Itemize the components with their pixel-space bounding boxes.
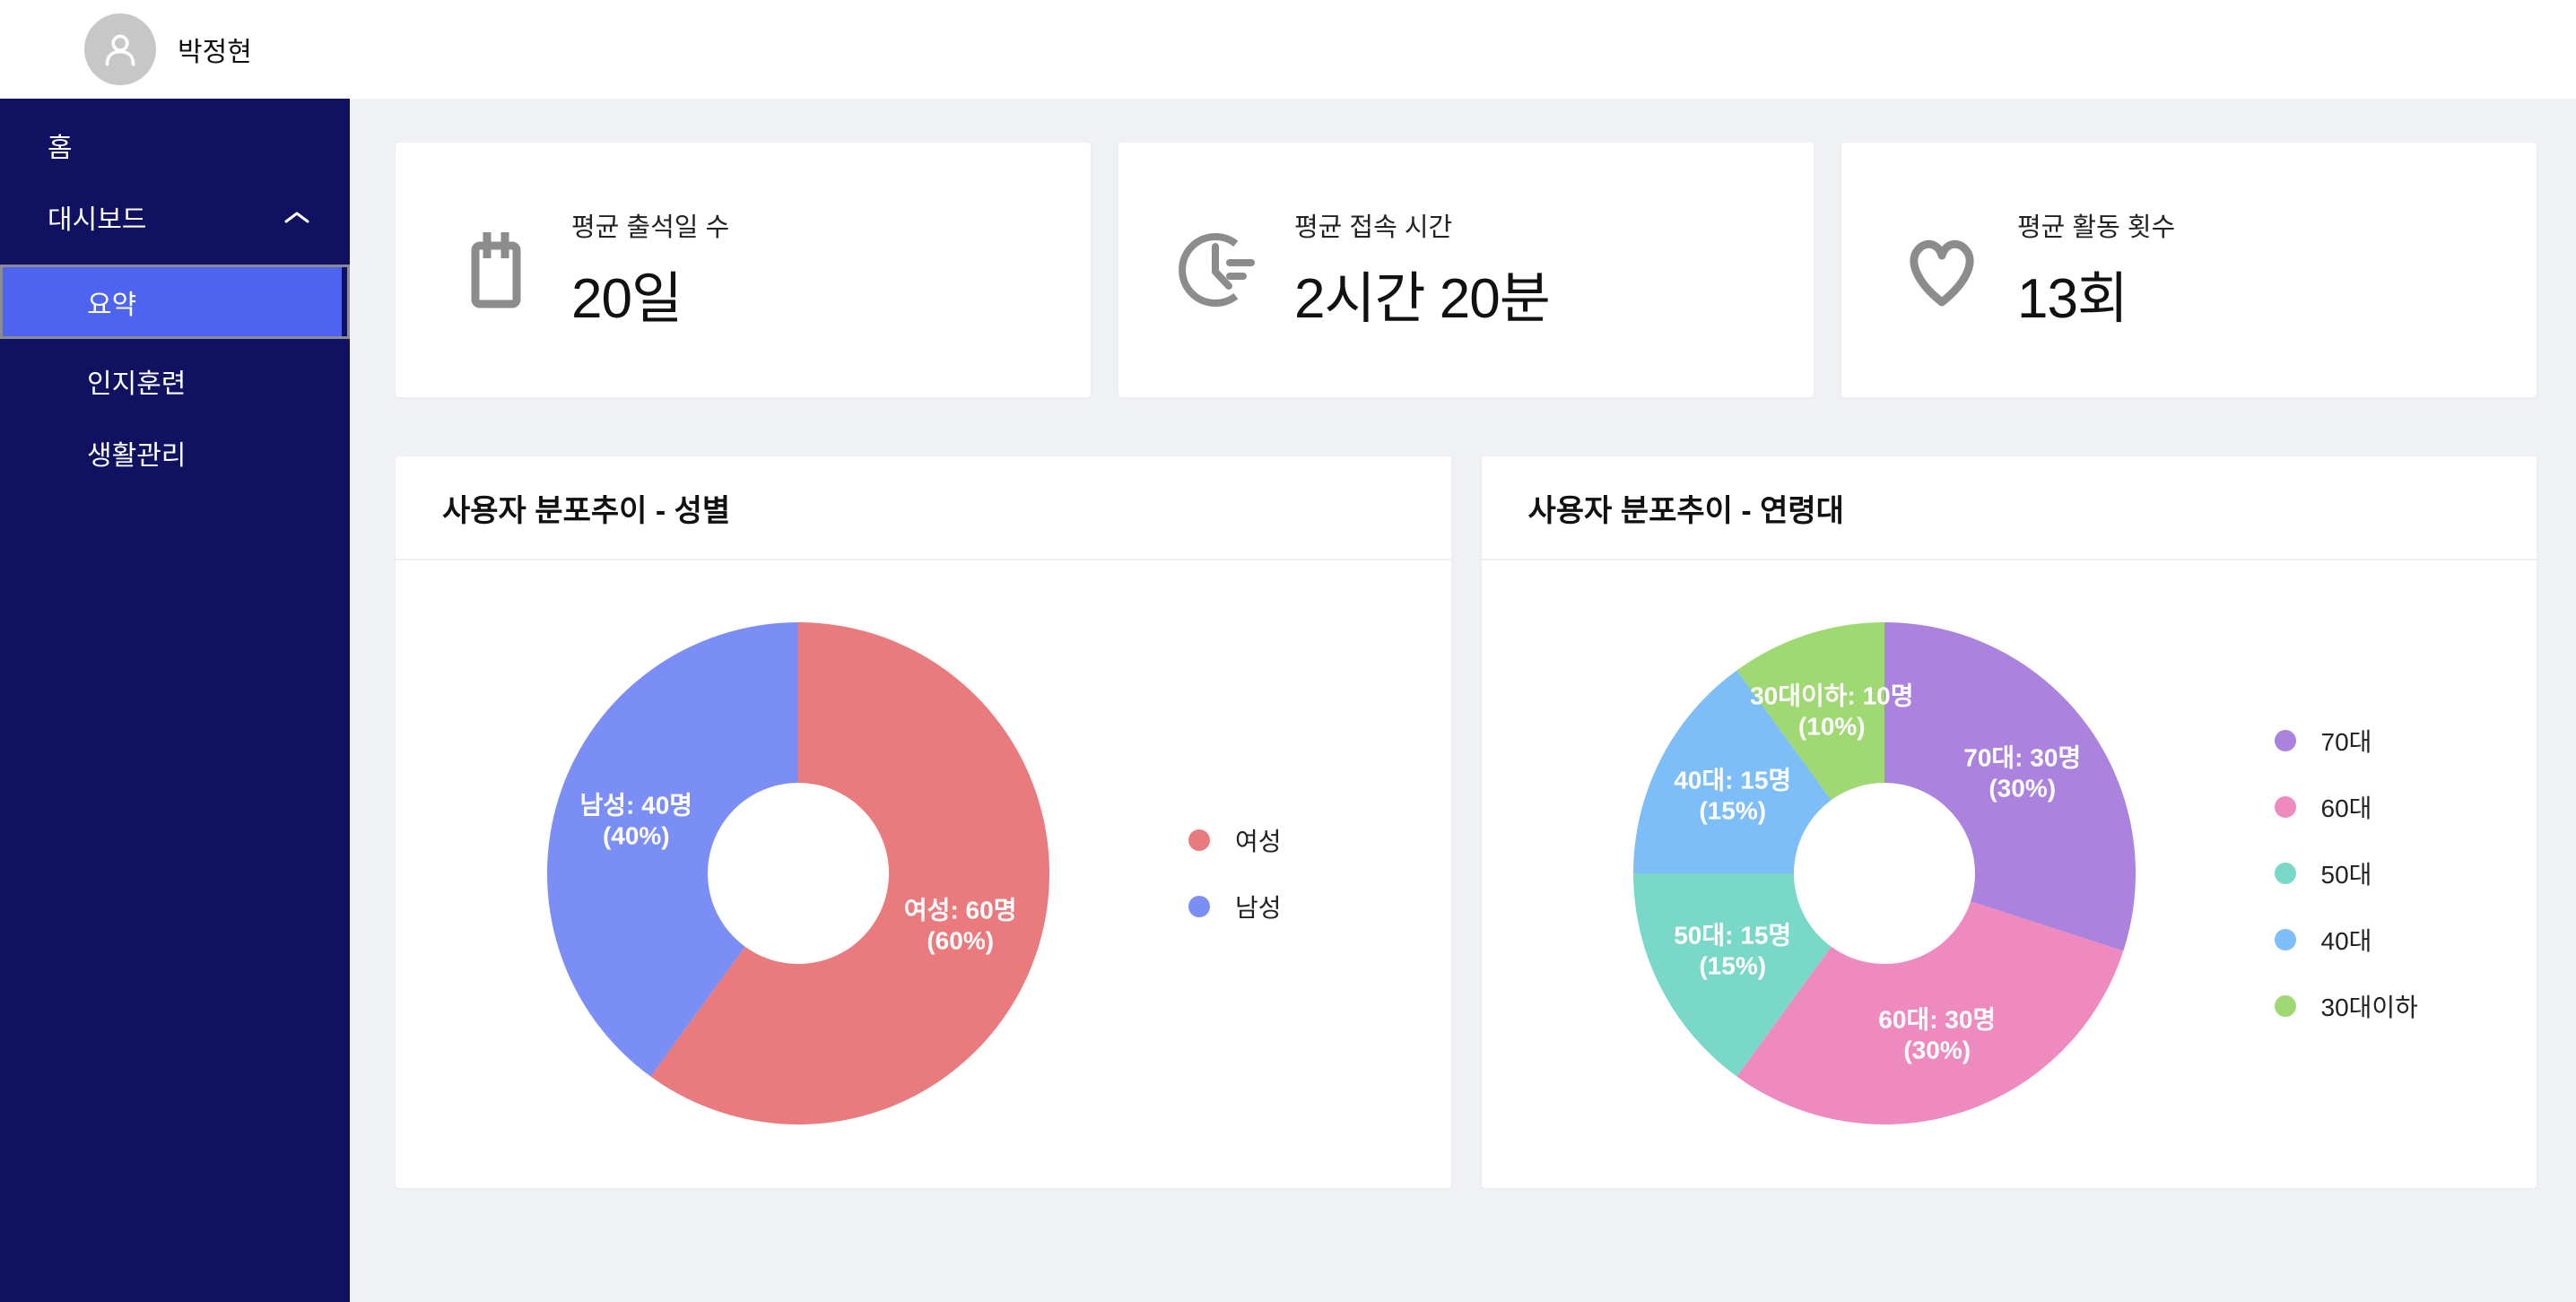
legend-item-30대이하[interactable]: 30대이하 (2274, 988, 2418, 1024)
stat-text: 평균 출석일 수 20일 (571, 206, 729, 334)
pie-slice-남성 (547, 622, 798, 1077)
stat-value: 13회 (2017, 268, 2128, 330)
pie-slice-60대 (1736, 901, 2123, 1124)
stat-card-0: 평균 출석일 수 20일 (396, 143, 1091, 397)
legend-label: 40대 (2320, 927, 2372, 955)
sidebar-item-label: 생활관리 (87, 441, 187, 471)
sidebar-item-dashboard[interactable]: 대시보드 (0, 181, 350, 253)
slice-label-남성: 남성: 40명 (40%) (580, 791, 693, 849)
chart-card-gender: 사용자 분포추이 - 성별 여성: 60명 (60%) 남성: 40명 (40%) 여… (396, 456, 1451, 1188)
stat-card-2: 평균 활동 횟수 13회 (1841, 143, 2537, 397)
legend-label: 여성 (1235, 828, 1282, 855)
sidebar-item-label: 인지훈련 (87, 369, 187, 399)
donut-chart-age: 70대: 30명 (30%) 60대: 30명 (30%) 50대: 15명 (15%) 4… (1632, 622, 2136, 1124)
top-header: 박정현 (0, 0, 2576, 99)
chart-title-age: 사용자 분포추이 - 연령대 (1527, 493, 1844, 528)
stats-row: 평균 출석일 수 20일 평균 접속 시간 2시간 20분 평균 활동 횟수 13회 (396, 143, 2537, 397)
legend-item-70대[interactable]: 70대 (2274, 723, 2418, 759)
legend-dot (2274, 730, 2296, 751)
stat-label: 평균 접속 시간 (1294, 213, 1453, 242)
pie-slice-여성 (650, 622, 1050, 1124)
main-content: 평균 출석일 수 20일 평균 접속 시간 2시간 20분 평균 활동 횟수 13회 사용… (350, 99, 2576, 1302)
legend-dot (1188, 896, 1210, 917)
stat-text: 평균 접속 시간 2시간 20분 (1294, 206, 1551, 334)
slice-label-70대: 70대: 30명 (30%) (1963, 743, 2081, 802)
legend-item-40대[interactable]: 40대 (2274, 922, 2418, 958)
stat-value: 20일 (571, 268, 683, 330)
user-name: 박정현 (178, 38, 252, 67)
sidebar-item-label: 요약 (87, 290, 137, 320)
legend-label: 60대 (2320, 794, 2372, 822)
sidebar-item-label: 대시보드 (48, 205, 147, 235)
slice-label-60대: 60대: 30명 (30%) (1878, 1006, 1996, 1064)
stat-label: 평균 출석일 수 (571, 213, 730, 242)
sidebar-item-life[interactable]: 생활관리 (0, 417, 350, 489)
chart-body: 70대: 30명 (30%) 60대: 30명 (30%) 50대: 15명 (15%) 4… (1482, 560, 2537, 1186)
sidebar-item-summary[interactable]: 요약 (0, 265, 350, 339)
slice-label-50대: 50대: 15명 (15%) (1674, 921, 1791, 979)
avatar[interactable] (84, 13, 156, 85)
person-icon (97, 26, 144, 73)
legend-dot (2274, 863, 2296, 884)
charts-row: 사용자 분포추이 - 성별 여성: 60명 (60%) 남성: 40명 (40%) 여… (396, 456, 2537, 1188)
stat-label: 평균 활동 횟수 (2017, 213, 2176, 242)
chart-header: 사용자 분포추이 - 연령대 (1481, 456, 2537, 560)
slice-label-30대이하: 30대이하: 10명 (10%) (1750, 681, 1913, 740)
calendar-icon (451, 225, 541, 315)
legend-label: 70대 (2320, 728, 2372, 756)
pie-slice-70대 (1884, 622, 2136, 951)
legend-item-60대[interactable]: 60대 (2274, 789, 2418, 825)
legend-item-남성[interactable]: 남성 (1188, 889, 1282, 924)
donut-chart-gender: 여성: 60명 (60%) 남성: 40명 (40%) (547, 622, 1050, 1124)
legend-dot (1188, 829, 1210, 851)
legend-label: 30대이하 (2320, 994, 2418, 1021)
stat-value: 2시간 20분 (1294, 268, 1551, 330)
chevron-up-icon (283, 209, 310, 225)
chart-card-age: 사용자 분포추이 - 연령대 70대: 30명 (30%) 60대: 30명 (30%… (1481, 456, 2537, 1188)
slice-label-여성: 여성: 60명 (60%) (904, 897, 1017, 955)
pie-slice-30대이하 (1736, 622, 1884, 801)
sidebar-item-cognitive[interactable]: 인지훈련 (0, 345, 350, 417)
legend-item-50대[interactable]: 50대 (2274, 855, 2418, 891)
sidebar-item-home[interactable]: 홈 (0, 109, 350, 181)
pie-slice-50대 (1632, 873, 1832, 1077)
legend-dot (2274, 995, 2296, 1017)
legend-label: 남성 (1235, 894, 1282, 922)
legend-item-여성[interactable]: 여성 (1188, 822, 1282, 858)
chart-header: 사용자 분포추이 - 성별 (396, 456, 1451, 560)
clock-icon (1174, 225, 1264, 315)
chart-legend-age: 70대 60대 50대 40대 30대이하 (2274, 723, 2418, 1024)
chart-title-gender: 사용자 분포추이 - 성별 (442, 493, 731, 528)
legend-dot (2274, 796, 2296, 818)
legend-label: 50대 (2320, 861, 2372, 889)
slice-label-40대: 40대: 15명 (15%) (1674, 767, 1791, 825)
stat-text: 평균 활동 횟수 13회 (2017, 206, 2175, 334)
stat-card-1: 평균 접속 시간 2시간 20분 (1118, 143, 1814, 397)
donut-box: 70대: 30명 (30%) 60대: 30명 (30%) 50대: 15명 (15%) 4… (1494, 586, 2275, 1160)
pie-slice-40대 (1632, 670, 1832, 873)
sidebar-item-label: 홈 (48, 134, 73, 163)
donut-box: 여성: 60명 (60%) 남성: 40명 (40%) (408, 586, 1188, 1160)
heart-icon (1897, 225, 1987, 315)
legend-dot (2274, 929, 2296, 950)
